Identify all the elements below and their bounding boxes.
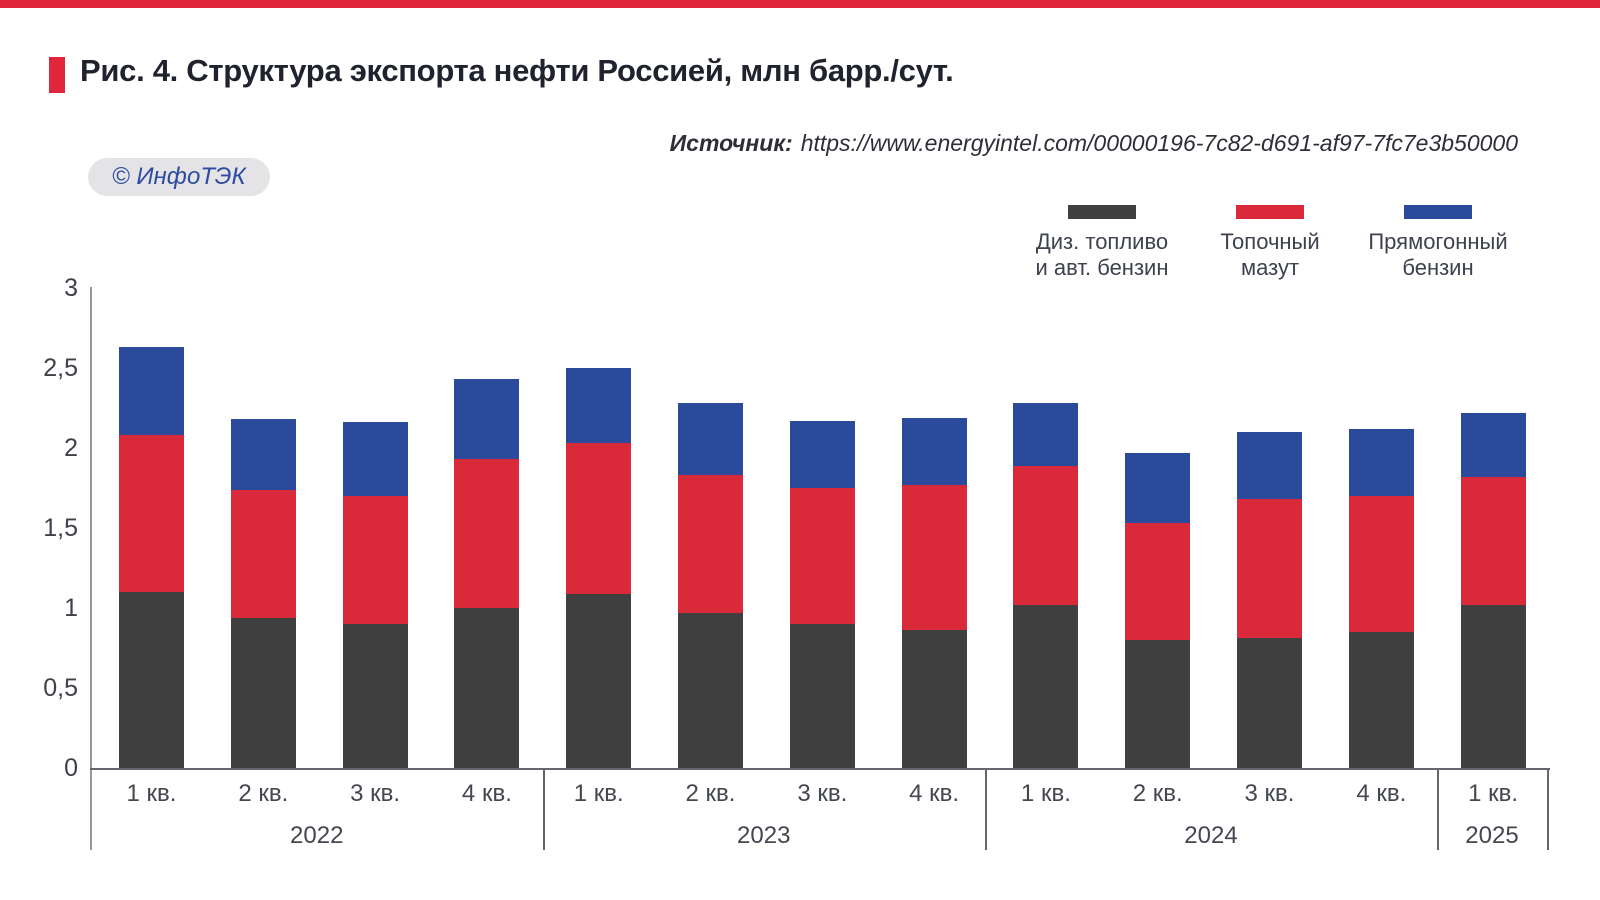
bar-segment-2-q10 (1237, 432, 1302, 500)
x-label-quarter-4: 1 кв. (573, 780, 624, 807)
legend-item-2: Прямогонный бензин (1354, 205, 1522, 281)
x-label-quarter-11: 4 кв. (1356, 780, 1407, 807)
x-label-quarter-5: 2 кв. (685, 780, 736, 807)
bar-segment-0-q12 (1460, 604, 1526, 768)
y-tick-2,5: 2,5 (43, 354, 78, 382)
x-label-year-2024: 2024 (1184, 822, 1238, 849)
legend-swatch-1 (1236, 205, 1304, 219)
x-label-quarter-7: 4 кв. (909, 780, 960, 807)
group-separator-2 (1437, 768, 1439, 850)
x-label-quarter-0: 1 кв. (126, 780, 177, 807)
x-label-quarter-10: 3 кв. (1244, 780, 1295, 807)
bar-segment-0-q8 (1013, 604, 1079, 768)
x-axis-line (90, 768, 1550, 770)
x-label-year-2025: 2025 (1465, 822, 1519, 849)
bar-segment-1-q0 (119, 435, 184, 592)
page-title: Рис. 4. Структура экспорта нефти Россией… (80, 53, 954, 88)
x-label-quarter-9: 2 кв. (1132, 780, 1183, 807)
bar-segment-0-q2 (342, 624, 408, 768)
group-separator-1 (985, 768, 987, 850)
x-label-quarter-1: 2 кв. (238, 780, 289, 807)
x-label-quarter-6: 3 кв. (797, 780, 848, 807)
y-tick-1: 1 (64, 594, 78, 622)
bar-segment-1-q3 (454, 459, 520, 608)
bar-segment-0-q4 (566, 593, 632, 768)
bar-segment-0-q11 (1348, 632, 1414, 768)
legend-item-0: Диз. топливо и авт. бензин (1018, 205, 1186, 281)
source-line: Источник: https://www.energyintel.com/000… (670, 130, 1518, 157)
x-label-quarter-12: 1 кв. (1468, 780, 1519, 807)
y-tick-0,5: 0,5 (43, 674, 78, 702)
legend-label-0: Диз. топливо и авт. бензин (1035, 229, 1169, 280)
bar-segment-2-q1 (230, 419, 296, 490)
bar-segment-2-q0 (119, 347, 184, 436)
bar-segment-2-q6 (789, 420, 855, 488)
bar-segment-2-q11 (1348, 428, 1414, 496)
y-tick-2: 2 (64, 434, 78, 462)
legend-item-1: Топочный мазут (1186, 205, 1354, 281)
group-separator-3 (1547, 768, 1549, 850)
bar-segment-1-q2 (342, 496, 408, 624)
source-url: https://www.energyintel.com/00000196-7c8… (800, 130, 1518, 156)
bar-segment-1-q8 (1013, 465, 1079, 605)
bar-segment-1-q5 (678, 475, 743, 613)
bar-segment-2-q3 (454, 379, 520, 460)
bar-segment-2-q2 (342, 422, 408, 496)
bar-segment-0-q5 (678, 612, 743, 768)
bar-segment-2-q5 (678, 403, 743, 476)
top-accent-band (0, 0, 1600, 8)
legend-swatch-2 (1404, 205, 1472, 219)
x-label-quarter-8: 1 кв. (1020, 780, 1071, 807)
bar-segment-1-q1 (230, 489, 296, 618)
bar-segment-0-q7 (901, 630, 967, 768)
bar-segment-0-q1 (230, 617, 296, 768)
bar-segment-2-q4 (566, 368, 632, 444)
bar-segment-0-q6 (789, 624, 855, 768)
x-label-quarter-2: 3 кв. (350, 780, 401, 807)
legend-swatch-0 (1068, 205, 1136, 219)
y-axis-line (90, 287, 92, 850)
bar-segment-1-q9 (1125, 523, 1191, 640)
x-label-year-2022: 2022 (290, 822, 344, 849)
bar-segment-0-q3 (454, 608, 520, 768)
bar-segment-0-q9 (1125, 640, 1191, 768)
bar-segment-1-q10 (1237, 499, 1302, 639)
source-label: Источник: (669, 130, 793, 156)
legend-label-2: Прямогонный бензин (1368, 229, 1508, 280)
legend-label-1: Топочный мазут (1220, 229, 1320, 280)
bar-segment-0-q0 (119, 592, 184, 768)
y-tick-3: 3 (64, 274, 78, 302)
y-tick-0: 0 (64, 754, 78, 782)
bar-segment-2-q7 (901, 417, 967, 485)
y-tick-1,5: 1,5 (43, 514, 78, 542)
group-separator-0 (542, 768, 545, 850)
bar-segment-1-q11 (1348, 496, 1414, 632)
bar-segment-1-q12 (1460, 476, 1526, 605)
bar-segment-2-q12 (1460, 412, 1526, 477)
x-label-year-2023: 2023 (737, 822, 791, 849)
bar-segment-1-q6 (789, 488, 855, 624)
title-accent-bar (49, 57, 65, 93)
bar-segment-1-q4 (566, 443, 632, 594)
bar-segment-2-q9 (1125, 452, 1191, 524)
chart-legend: Диз. топливо и авт. бензин Топочный мазут… (1018, 205, 1522, 281)
infotek-badge: © ИнфоТЭК (88, 158, 270, 196)
bar-segment-2-q8 (1013, 403, 1079, 466)
bar-segment-0-q10 (1237, 638, 1302, 768)
bar-segment-1-q7 (901, 484, 967, 631)
x-label-quarter-3: 4 кв. (461, 780, 512, 807)
